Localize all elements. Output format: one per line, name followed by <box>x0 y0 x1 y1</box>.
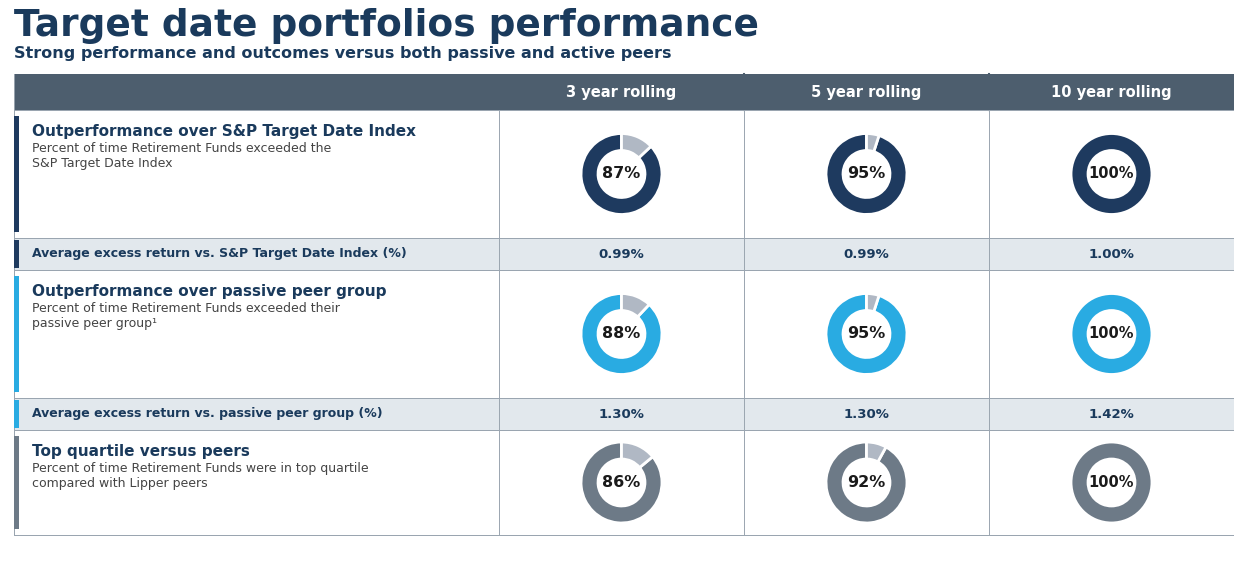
Wedge shape <box>1071 133 1153 215</box>
Wedge shape <box>1071 442 1153 523</box>
Text: 3 year rolling: 3 year rolling <box>566 85 676 99</box>
FancyBboxPatch shape <box>14 270 1234 398</box>
FancyBboxPatch shape <box>14 238 1234 270</box>
Wedge shape <box>826 133 907 215</box>
Text: 86%: 86% <box>602 475 640 490</box>
Text: 10 year rolling: 10 year rolling <box>1051 85 1172 99</box>
Wedge shape <box>826 294 907 375</box>
Wedge shape <box>826 442 907 523</box>
Text: 100%: 100% <box>1088 475 1134 490</box>
Text: 87%: 87% <box>602 167 640 181</box>
FancyBboxPatch shape <box>14 400 19 428</box>
Text: Average excess return vs. passive peer group (%): Average excess return vs. passive peer g… <box>32 407 383 420</box>
Text: 100%: 100% <box>1088 327 1134 341</box>
Wedge shape <box>866 133 879 151</box>
Wedge shape <box>866 442 886 462</box>
FancyBboxPatch shape <box>14 240 19 268</box>
Wedge shape <box>622 133 652 158</box>
FancyBboxPatch shape <box>14 430 1234 535</box>
Wedge shape <box>581 442 661 523</box>
Text: 95%: 95% <box>848 327 886 341</box>
Text: Target date portfolios performance: Target date portfolios performance <box>14 8 759 44</box>
Text: 88%: 88% <box>602 327 640 341</box>
Text: Outperformance over passive peer group: Outperformance over passive peer group <box>32 284 386 299</box>
Text: 1.30%: 1.30% <box>598 407 644 420</box>
Text: 92%: 92% <box>848 475 886 490</box>
Text: compared with Lipper peers: compared with Lipper peers <box>32 477 207 490</box>
Text: 95%: 95% <box>848 167 886 181</box>
Wedge shape <box>622 442 653 467</box>
Text: 100%: 100% <box>1088 167 1134 181</box>
Text: S&P Target Date Index: S&P Target Date Index <box>32 157 173 170</box>
Text: passive peer group¹: passive peer group¹ <box>32 317 157 330</box>
Wedge shape <box>622 294 649 317</box>
Text: Percent of time Retirement Funds exceeded their: Percent of time Retirement Funds exceede… <box>32 302 339 315</box>
FancyBboxPatch shape <box>14 110 1234 238</box>
Wedge shape <box>1071 294 1153 375</box>
FancyBboxPatch shape <box>14 398 1234 430</box>
Text: Percent of time Retirement Funds exceeded the: Percent of time Retirement Funds exceede… <box>32 142 331 155</box>
Text: 5 year rolling: 5 year rolling <box>811 85 922 99</box>
FancyBboxPatch shape <box>14 116 19 232</box>
Wedge shape <box>581 294 661 375</box>
FancyBboxPatch shape <box>14 276 19 392</box>
Text: Percent of time Retirement Funds were in top quartile: Percent of time Retirement Funds were in… <box>32 462 369 475</box>
Text: 1.30%: 1.30% <box>844 407 890 420</box>
FancyBboxPatch shape <box>14 436 19 529</box>
FancyBboxPatch shape <box>14 74 1234 110</box>
Text: Strong performance and outcomes versus both passive and active peers: Strong performance and outcomes versus b… <box>14 46 671 61</box>
Wedge shape <box>581 133 661 215</box>
Text: 0.99%: 0.99% <box>844 247 890 260</box>
Text: 1.42%: 1.42% <box>1088 407 1134 420</box>
Text: Average excess return vs. S&P Target Date Index (%): Average excess return vs. S&P Target Dat… <box>32 247 407 260</box>
Text: Outperformance over S&P Target Date Index: Outperformance over S&P Target Date Inde… <box>32 124 416 139</box>
Text: 1.00%: 1.00% <box>1088 247 1134 260</box>
Wedge shape <box>866 294 879 312</box>
Text: Top quartile versus peers: Top quartile versus peers <box>32 444 249 459</box>
Text: 0.99%: 0.99% <box>598 247 644 260</box>
